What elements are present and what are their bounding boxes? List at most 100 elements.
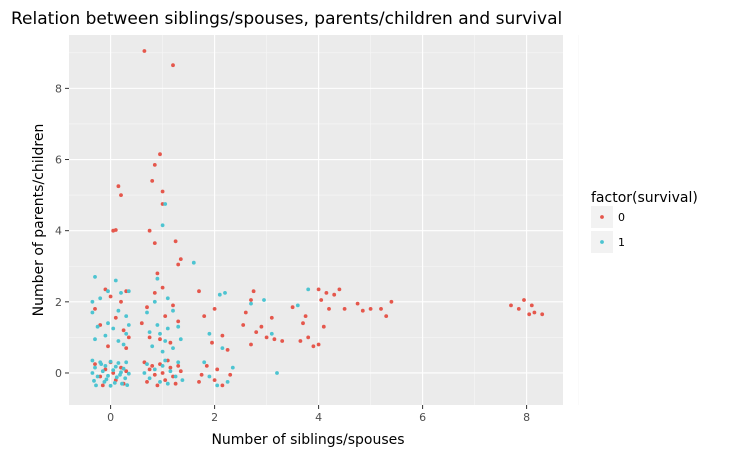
data-point-survival-0 — [93, 307, 97, 311]
data-point-survival-1 — [126, 371, 131, 376]
data-point-survival-1 — [108, 359, 113, 364]
data-point-survival-1 — [160, 364, 165, 368]
x-tick-label: 2 — [211, 411, 218, 424]
data-point-survival-0 — [264, 335, 269, 340]
data-point-survival-1 — [93, 275, 97, 279]
data-point-survival-0 — [160, 189, 165, 194]
data-point-survival-1 — [152, 299, 157, 304]
data-point-survival-1 — [126, 323, 131, 327]
data-point-survival-1 — [120, 381, 124, 386]
data-point-survival-1 — [160, 223, 165, 228]
data-point-survival-0 — [155, 383, 160, 388]
x-axis-label: Number of siblings/spouses — [211, 432, 404, 448]
data-point-survival-0 — [529, 303, 534, 308]
data-point-survival-1 — [223, 291, 227, 295]
data-point-survival-1 — [165, 296, 170, 301]
data-point-survival-0 — [113, 315, 118, 320]
data-point-survival-1 — [220, 346, 225, 350]
data-point-survival-1 — [176, 360, 181, 365]
data-point-survival-0 — [204, 364, 209, 368]
data-point-survival-0 — [306, 335, 311, 340]
chart-title: Relation between siblings/spouses, paren… — [11, 9, 562, 29]
data-point-survival-1 — [262, 298, 266, 302]
data-point-survival-0 — [215, 367, 220, 372]
legend-key-0 — [600, 215, 604, 219]
data-point-survival-1 — [124, 360, 129, 365]
data-point-survival-1 — [116, 308, 121, 313]
data-point-survival-0 — [147, 367, 152, 372]
data-point-survival-1 — [163, 339, 168, 343]
data-point-survival-0 — [176, 262, 181, 267]
data-point-survival-0 — [168, 340, 173, 345]
data-point-survival-0 — [108, 294, 113, 299]
data-point-survival-0 — [272, 337, 277, 342]
data-point-survival-1 — [160, 349, 165, 354]
data-point-survival-0 — [389, 299, 394, 304]
data-point-survival-1 — [100, 369, 105, 374]
data-point-survival-1 — [158, 331, 162, 336]
data-point-survival-1 — [95, 324, 100, 329]
data-point-survival-0 — [360, 308, 365, 313]
y-tick-label: 6 — [55, 154, 62, 167]
data-point-survival-1 — [93, 337, 97, 342]
data-point-survival-0 — [139, 321, 144, 326]
data-point-survival-1 — [171, 308, 175, 313]
data-point-survival-1 — [155, 323, 160, 327]
data-point-survival-0 — [228, 372, 233, 377]
data-point-survival-0 — [202, 314, 207, 318]
data-point-survival-1 — [180, 378, 185, 382]
data-point-survival-0 — [178, 369, 183, 374]
data-point-survival-0 — [249, 298, 253, 302]
plot-panel — [69, 35, 563, 405]
data-point-survival-1 — [269, 331, 274, 336]
data-point-survival-1 — [116, 361, 121, 365]
data-point-survival-0 — [379, 307, 383, 311]
data-point-survival-0 — [160, 371, 165, 375]
data-point-survival-0 — [516, 307, 521, 311]
data-point-survival-0 — [280, 339, 285, 343]
data-point-survival-0 — [327, 307, 331, 311]
data-point-survival-1 — [158, 380, 162, 384]
data-point-survival-1 — [108, 383, 113, 388]
data-point-survival-1 — [225, 380, 230, 384]
data-point-survival-1 — [125, 383, 130, 387]
data-point-survival-1 — [207, 374, 212, 379]
data-point-survival-0 — [147, 335, 152, 340]
data-points — [90, 49, 545, 388]
x-tick-label: 4 — [315, 411, 322, 424]
data-point-survival-0 — [165, 358, 170, 363]
data-point-survival-0 — [171, 63, 175, 68]
data-point-survival-1 — [90, 358, 95, 363]
data-point-survival-0 — [152, 372, 157, 377]
data-point-survival-1 — [306, 287, 311, 292]
data-point-survival-0 — [316, 342, 321, 347]
data-point-survival-1 — [121, 366, 126, 371]
legend-title: factor(survival) — [591, 190, 698, 206]
data-point-survival-1 — [111, 368, 116, 372]
y-axis-ticks: 0 2 4 6 8 — [55, 82, 69, 380]
data-point-survival-0 — [225, 348, 230, 352]
data-point-survival-0 — [212, 378, 217, 382]
data-point-survival-0 — [319, 298, 324, 302]
data-point-survival-1 — [145, 362, 149, 366]
data-point-survival-0 — [301, 321, 305, 326]
data-point-survival-0 — [119, 193, 123, 198]
data-point-survival-0 — [173, 381, 178, 386]
data-point-survival-0 — [176, 319, 181, 324]
data-point-survival-1 — [145, 310, 149, 315]
y-tick-label: 8 — [55, 82, 62, 95]
data-point-survival-1 — [113, 364, 118, 369]
data-point-survival-0 — [145, 380, 149, 384]
data-point-survival-0 — [160, 202, 165, 206]
data-point-survival-1 — [150, 344, 155, 349]
data-point-survival-1 — [123, 376, 128, 381]
data-point-survival-0 — [152, 241, 157, 246]
data-point-survival-1 — [92, 378, 96, 383]
data-point-survival-0 — [324, 291, 329, 295]
data-point-survival-1 — [126, 289, 131, 294]
data-point-survival-0 — [332, 292, 337, 297]
data-point-survival-0 — [337, 287, 342, 292]
data-point-survival-0 — [321, 324, 326, 329]
data-point-survival-0 — [163, 314, 168, 318]
